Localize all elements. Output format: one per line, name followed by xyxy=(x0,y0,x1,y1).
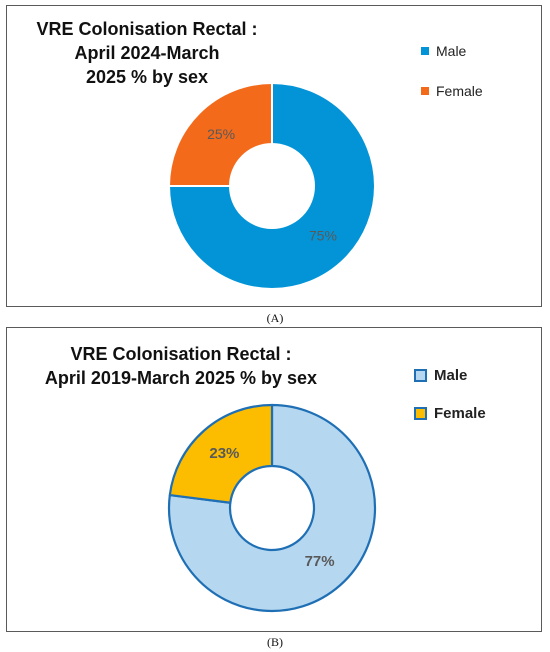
figure-caption-a: (A) xyxy=(266,311,284,325)
chart-panel-a: 75% 25% VRE Colonisation Rectal : April 2… xyxy=(6,5,542,307)
chart-title-b-line-2: April 2019-March 2025 % by sex xyxy=(44,368,318,388)
chart-panel-b: 77% 23% VRE Colonisation Rectal : April 2… xyxy=(6,327,542,632)
donut-chart-b: 77% 23% xyxy=(167,403,377,613)
chart-title-a: VRE Colonisation Rectal : April 2024-Mar… xyxy=(15,17,279,89)
legend-b-male-swatch xyxy=(414,368,427,382)
legend-a-female-label: Female xyxy=(436,83,483,99)
chart-title-a-line-1: VRE Colonisation Rectal : xyxy=(36,19,258,39)
legend-b-female-label: Female xyxy=(434,404,486,422)
slice-b-male xyxy=(167,403,377,613)
data-label-a-male: 75% xyxy=(309,228,337,244)
legend-b-female: Female xyxy=(414,403,486,423)
chart-title-b-line-1: VRE Colonisation Rectal : xyxy=(70,344,292,364)
data-label-b-female: 23% xyxy=(209,445,239,462)
legend-a-male: Male xyxy=(421,41,483,61)
data-label-a-female: 25% xyxy=(207,126,235,142)
slice-b-female xyxy=(168,403,274,504)
legend-b-male-label: Male xyxy=(434,366,468,384)
chart-title-b: VRE Colonisation Rectal : April 2019-Mar… xyxy=(31,342,331,390)
legend-b-female-swatch xyxy=(414,406,427,420)
chart-title-a-line-2: April 2024-March xyxy=(74,43,220,63)
figure-caption-b: (B) xyxy=(267,635,283,649)
legend-b-male: Male xyxy=(414,365,486,385)
legend-a: Male Female xyxy=(421,41,483,121)
legend-a-female-swatch xyxy=(421,87,429,95)
legend-a-male-swatch xyxy=(421,47,429,55)
donut-chart-a: 75% 25% xyxy=(168,82,376,290)
legend-a-male-label: Male xyxy=(436,43,467,59)
legend-a-female: Female xyxy=(421,81,483,101)
slice-a-female xyxy=(168,82,273,187)
chart-title-a-line-3: 2025 % by sex xyxy=(85,67,209,87)
legend-b: Male Female xyxy=(414,365,486,441)
data-label-b-male: 77% xyxy=(305,553,335,570)
slice-a-male xyxy=(168,82,376,290)
